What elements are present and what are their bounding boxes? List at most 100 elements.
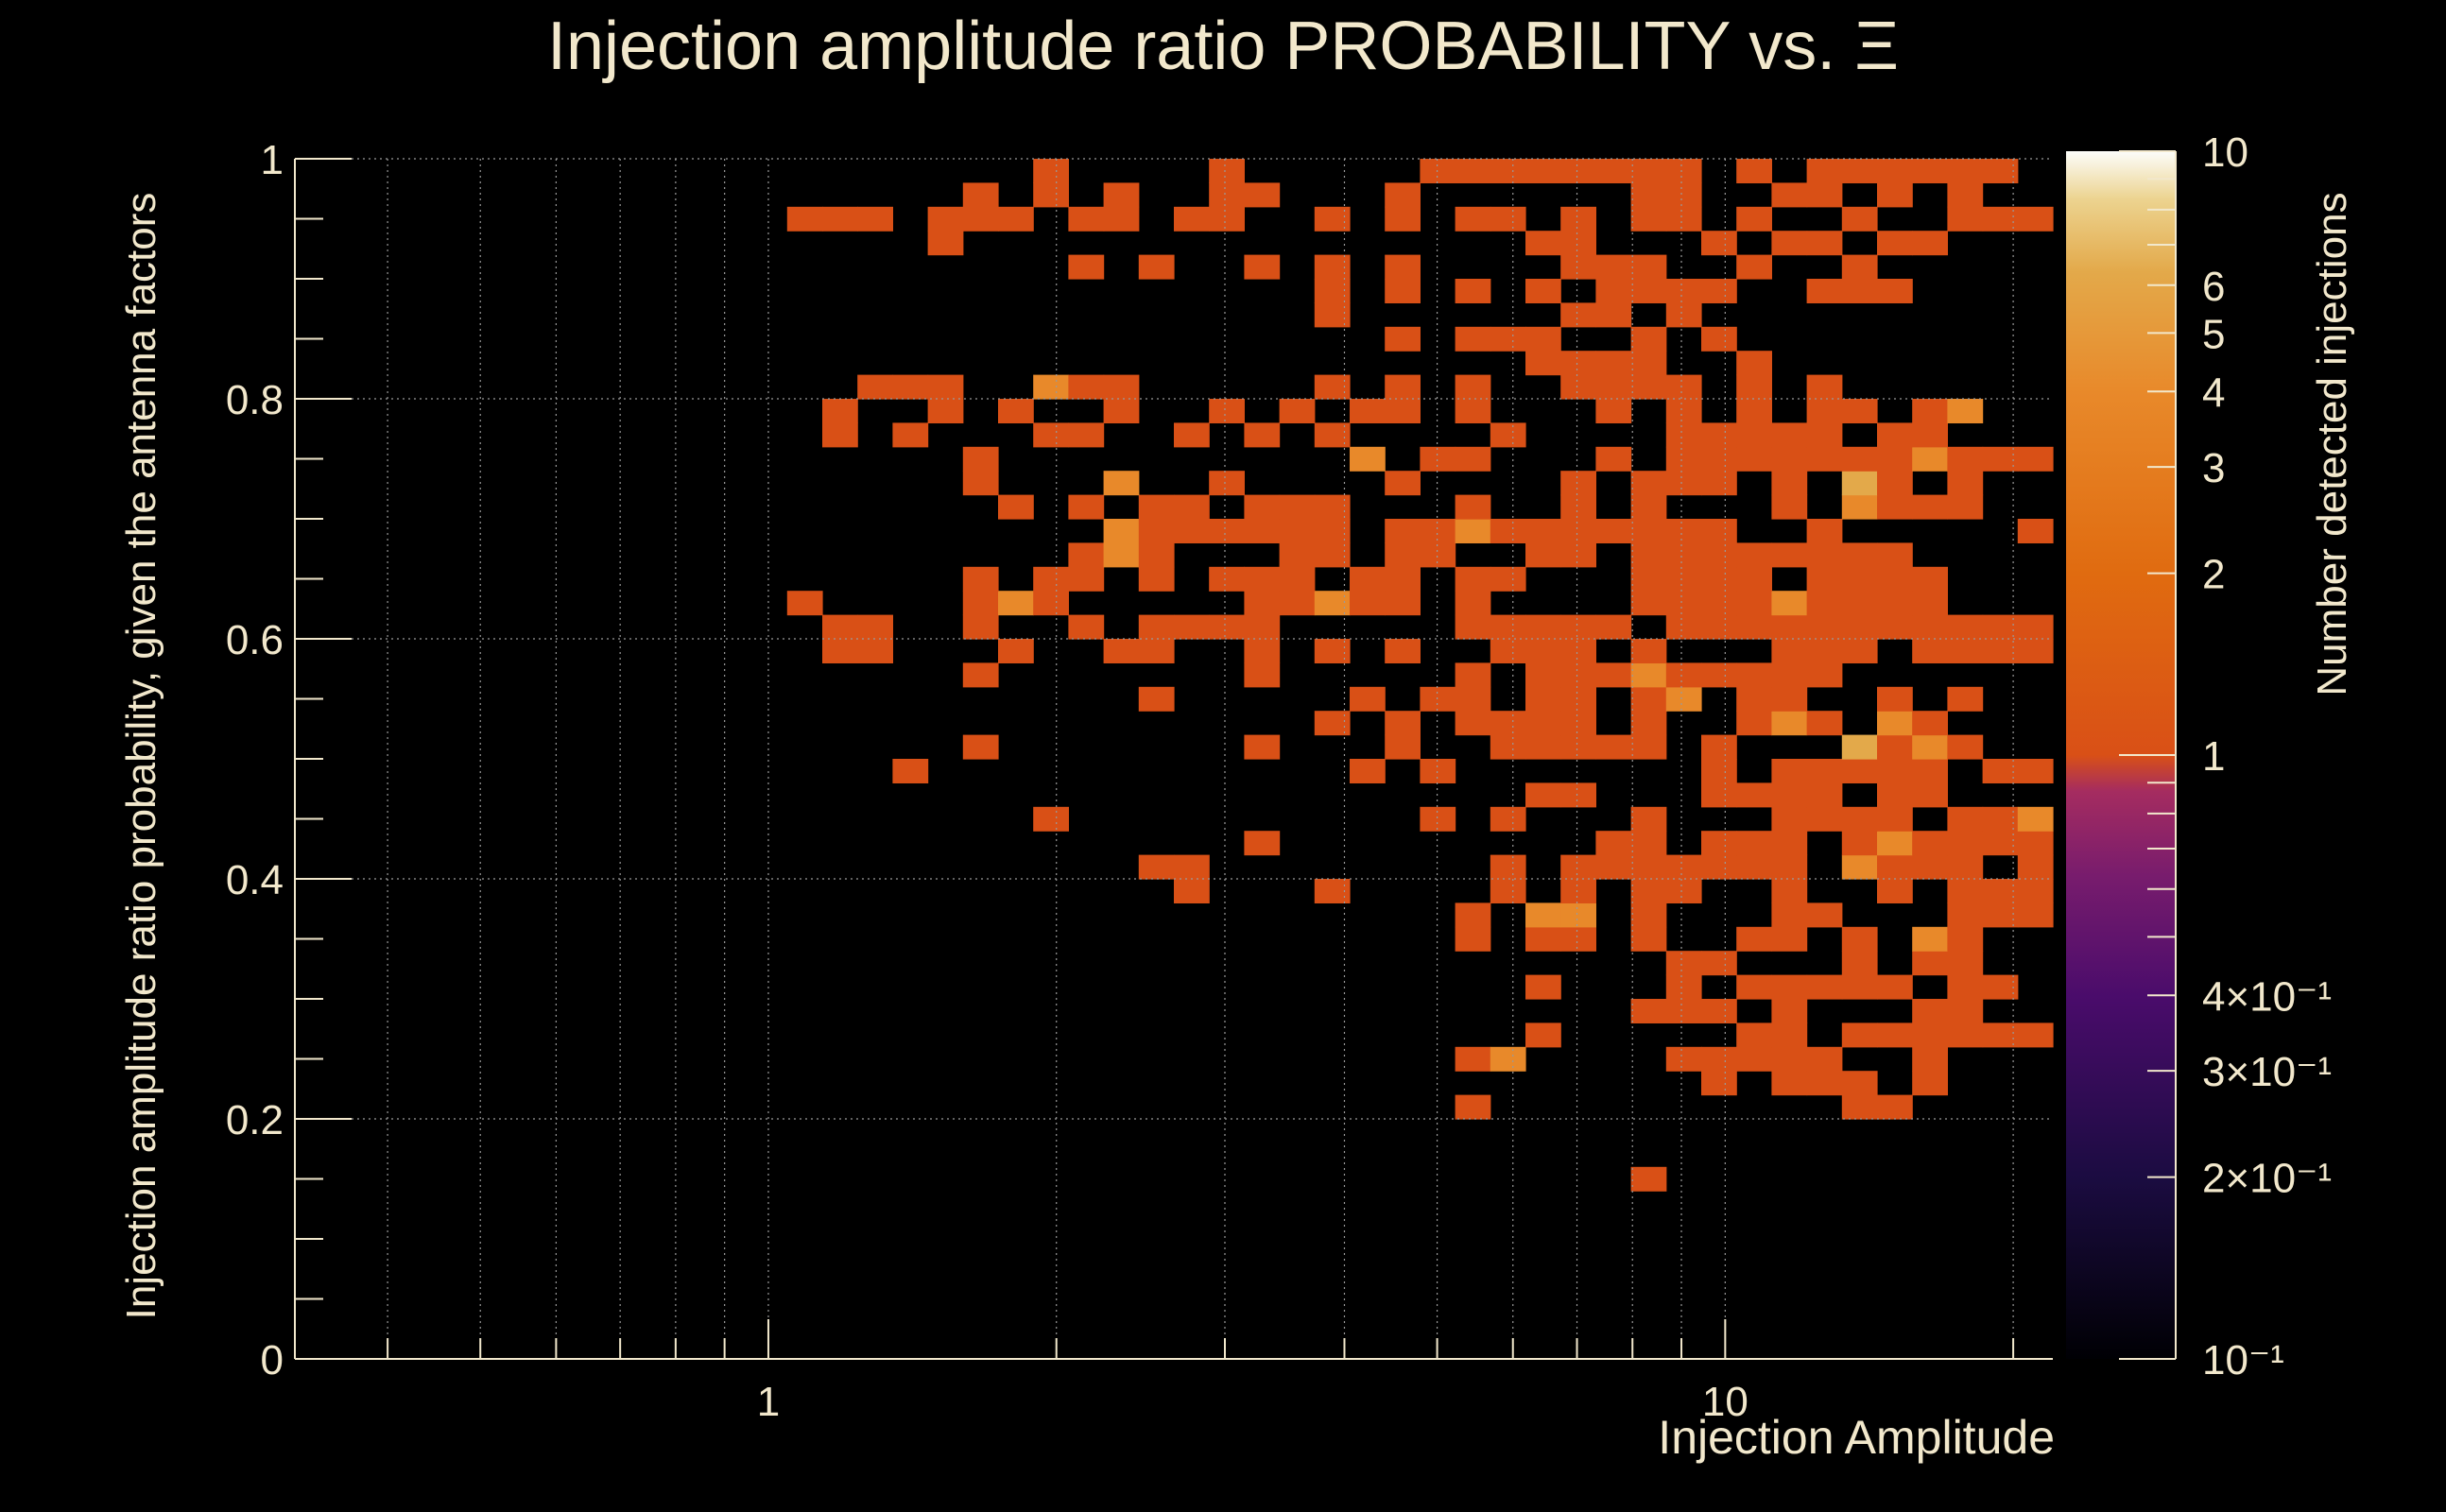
heatmap-cell (822, 206, 858, 232)
heatmap-cell (857, 639, 893, 663)
heatmap-cell (2017, 831, 2054, 856)
x-tick-label: 10 (1702, 1379, 1748, 1425)
heatmap-cell (1701, 1046, 1737, 1072)
heatmap-cell (1841, 1022, 1878, 1048)
heatmap-cell (1068, 374, 1105, 400)
heatmap-cell (1701, 566, 1737, 592)
heatmap-cell (1525, 231, 1561, 256)
heatmap-cell (1665, 159, 1702, 183)
color-bar-tick-label: 3×10⁻¹ (2202, 1049, 2332, 1095)
heatmap-cell (1877, 879, 1913, 903)
heatmap-cell (1174, 494, 1210, 520)
heatmap-cell (1420, 446, 1456, 472)
heatmap-cell (1103, 182, 1140, 208)
heatmap-cell (1630, 206, 1667, 232)
heatmap-cell (1350, 591, 1386, 616)
y-tick-label: 0.6 (226, 617, 284, 663)
heatmap-cell (1947, 686, 1984, 712)
heatmap-cell (1455, 662, 1491, 688)
heatmap-cell (927, 231, 964, 256)
heatmap-cell (1665, 471, 1702, 496)
heatmap-cell (1244, 566, 1281, 592)
heatmap-cell (822, 422, 858, 448)
heatmap-cell (1982, 159, 2019, 183)
heatmap-cell (1771, 1022, 1808, 1048)
heatmap-cell (1806, 711, 1843, 736)
heatmap-cell (1033, 374, 1069, 400)
heatmap-cell (1560, 711, 1596, 736)
heatmap-cell (1806, 519, 1843, 543)
color-bar-tick-label: 6 (2202, 264, 2225, 310)
heatmap-cell (1385, 566, 1421, 592)
heatmap-cell (1736, 206, 1772, 232)
heatmap-cell (1912, 1046, 1948, 1072)
heatmap-cell (1595, 831, 1632, 856)
heatmap-cell (962, 446, 999, 472)
heatmap-cell (1877, 831, 1913, 856)
heatmap-cell (1595, 351, 1632, 376)
heatmap-cell (1982, 974, 2019, 1000)
heatmap-cell (1736, 591, 1772, 616)
heatmap-cell (1806, 1071, 1843, 1096)
heatmap-cell (1279, 399, 1316, 423)
heatmap-cell (1314, 542, 1351, 568)
heatmap-cell (2017, 206, 2054, 232)
heatmap-cell (1665, 302, 1702, 328)
heatmap-cell (1771, 974, 1808, 1000)
heatmap-cell (1665, 279, 1702, 303)
heatmap-cell (1490, 422, 1526, 448)
heatmap-cell (1138, 254, 1175, 280)
heatmap-cell (1525, 159, 1561, 183)
heatmap-cell (1806, 422, 1843, 448)
heatmap-cell (1630, 519, 1667, 543)
heatmap-cell (1947, 159, 1984, 183)
heatmap-cell (1947, 926, 1984, 952)
heatmap-cell (1525, 782, 1561, 808)
heatmap-cell (1033, 591, 1069, 616)
heatmap-cell (1701, 446, 1737, 472)
heatmap-cell (1595, 614, 1632, 640)
heatmap-cell (1877, 782, 1913, 808)
heatmap-cell (2017, 854, 2054, 880)
heatmap-cell (1771, 471, 1808, 496)
heatmap-cell (1841, 734, 1878, 760)
heatmap-cell (1525, 279, 1561, 303)
heatmap-cell (1877, 231, 1913, 256)
y-tick-label: 1 (261, 137, 284, 183)
heatmap-cell (1455, 591, 1491, 616)
heatmap-cell (1455, 711, 1491, 736)
heatmap-cell (1877, 182, 1913, 208)
heatmap-cell (1947, 494, 1984, 520)
heatmap-cell (1912, 854, 1948, 880)
heatmap-cell (1595, 302, 1632, 328)
heatmap-cell (927, 399, 964, 423)
heatmap-cell (1244, 182, 1281, 208)
heatmap-cell (1806, 159, 1843, 183)
heatmap-cell (1982, 879, 2019, 903)
heatmap-cell (1771, 422, 1808, 448)
heatmap-cell (1630, 326, 1667, 352)
heatmap-cell (1947, 734, 1984, 760)
heatmap-cell (1560, 231, 1596, 256)
heatmap-cell (2017, 614, 2054, 640)
heatmap-cell (1244, 591, 1281, 616)
heatmap-cell (1525, 926, 1561, 952)
heatmap-cell (1595, 519, 1632, 543)
heatmap-cell (1525, 639, 1561, 663)
heatmap-cell (1385, 374, 1421, 400)
heatmap-cell (1701, 951, 1737, 976)
y-tick-label: 0.8 (226, 377, 284, 423)
heatmap-cell (1912, 1071, 1948, 1096)
heatmap-cell (1665, 662, 1702, 688)
heatmap-cell (1841, 206, 1878, 232)
heatmap-cell (1771, 542, 1808, 568)
heatmap-cell (822, 614, 858, 640)
heatmap-cell (1877, 542, 1913, 568)
color-bar-tick-label: 10⁻¹ (2202, 1337, 2284, 1383)
heatmap-cell (857, 206, 893, 232)
heatmap-cell (1138, 566, 1175, 592)
heatmap-cell (1841, 831, 1878, 856)
heatmap-cell (1560, 542, 1596, 568)
y-tick-label: 0 (261, 1337, 284, 1383)
heatmap-cell (1947, 974, 1984, 1000)
